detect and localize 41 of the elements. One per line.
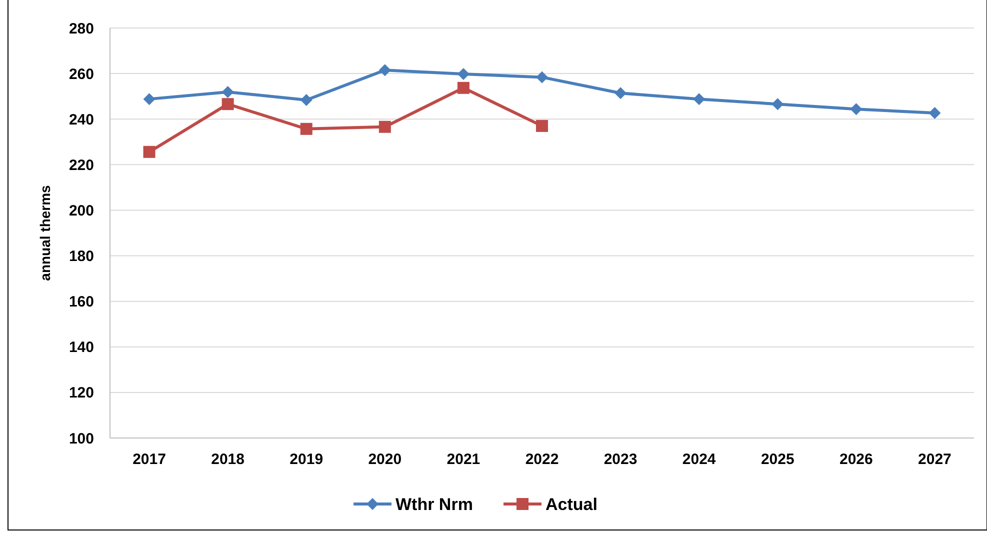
y-tick-label: 260 [68, 66, 94, 83]
point [536, 71, 548, 84]
x-tick-label: 2021 [446, 451, 480, 468]
point [457, 68, 470, 80]
y-tick-label: 220 [68, 156, 94, 174]
y-tick-label: 280 [68, 20, 94, 38]
x-tick-label: 2026 [839, 451, 873, 468]
point [222, 98, 234, 110]
x-tick-label: 2018 [211, 451, 245, 468]
point [143, 146, 156, 158]
x-tick-label: 2017 [132, 451, 166, 468]
x-tick-label: 2027 [918, 451, 952, 468]
point [536, 120, 548, 132]
x-tick-label: 2022 [525, 451, 559, 468]
y-axis-title: annual therms [37, 184, 53, 281]
x-tick-label: 2020 [368, 451, 402, 468]
y-tick-label: 160 [68, 294, 94, 311]
point [300, 122, 312, 135]
point [850, 103, 862, 116]
legend-label: Wthr Nrm [396, 494, 473, 514]
point [300, 94, 312, 106]
y-tick-label: 200 [68, 202, 94, 220]
y-tick-label: 180 [68, 248, 94, 266]
point [378, 64, 391, 76]
point [378, 120, 391, 133]
y-tick-label: 140 [68, 339, 94, 356]
x-tick-label: 2023 [604, 451, 638, 468]
point [693, 93, 706, 106]
x-tick-label: 2025 [760, 451, 794, 468]
legend-label: Actual [546, 494, 598, 514]
x-tick-label: 2019 [290, 451, 324, 468]
x-tick-label: 2024 [682, 451, 716, 468]
point [928, 106, 941, 119]
y-tick-label: 100 [68, 430, 94, 448]
point [222, 86, 234, 98]
point [614, 87, 627, 100]
point [772, 98, 784, 110]
point [457, 82, 470, 94]
y-tick-label: 240 [68, 111, 94, 128]
y-tick-label: 120 [68, 384, 94, 402]
point [143, 93, 156, 106]
